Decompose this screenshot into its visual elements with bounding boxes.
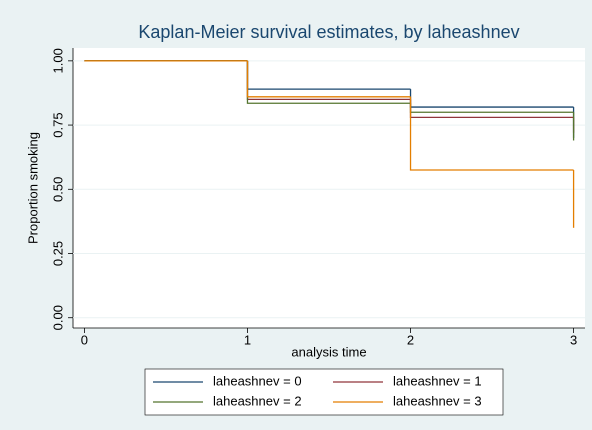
legend-label: laheashnev = 1	[393, 373, 482, 388]
legend	[144, 368, 504, 416]
y-axis-label: Proportion smoking	[25, 132, 40, 244]
x-tick-label: 3	[570, 332, 577, 347]
y-tick-label: 1.00	[50, 48, 65, 73]
y-tick-label: 0.25	[50, 241, 65, 266]
x-tick-label: 0	[81, 332, 88, 347]
legend-label: laheashnev = 0	[213, 373, 302, 388]
chart-title: Kaplan-Meier survival estimates, by lahe…	[138, 22, 519, 42]
x-tick-label: 2	[407, 332, 414, 347]
y-tick-label: 0.75	[50, 112, 65, 137]
survival-step	[246, 60, 411, 98]
y-tick-label: 0.50	[50, 177, 65, 202]
x-tick-label: 1	[244, 332, 251, 347]
survival-step	[409, 96, 574, 171]
plot-area	[73, 48, 585, 328]
legend-label: laheashnev = 2	[213, 393, 302, 408]
x-axis-label: analysis time	[291, 344, 366, 359]
legend-label: laheashnev = 3	[393, 393, 482, 408]
y-tick-label: 0.00	[50, 305, 65, 330]
